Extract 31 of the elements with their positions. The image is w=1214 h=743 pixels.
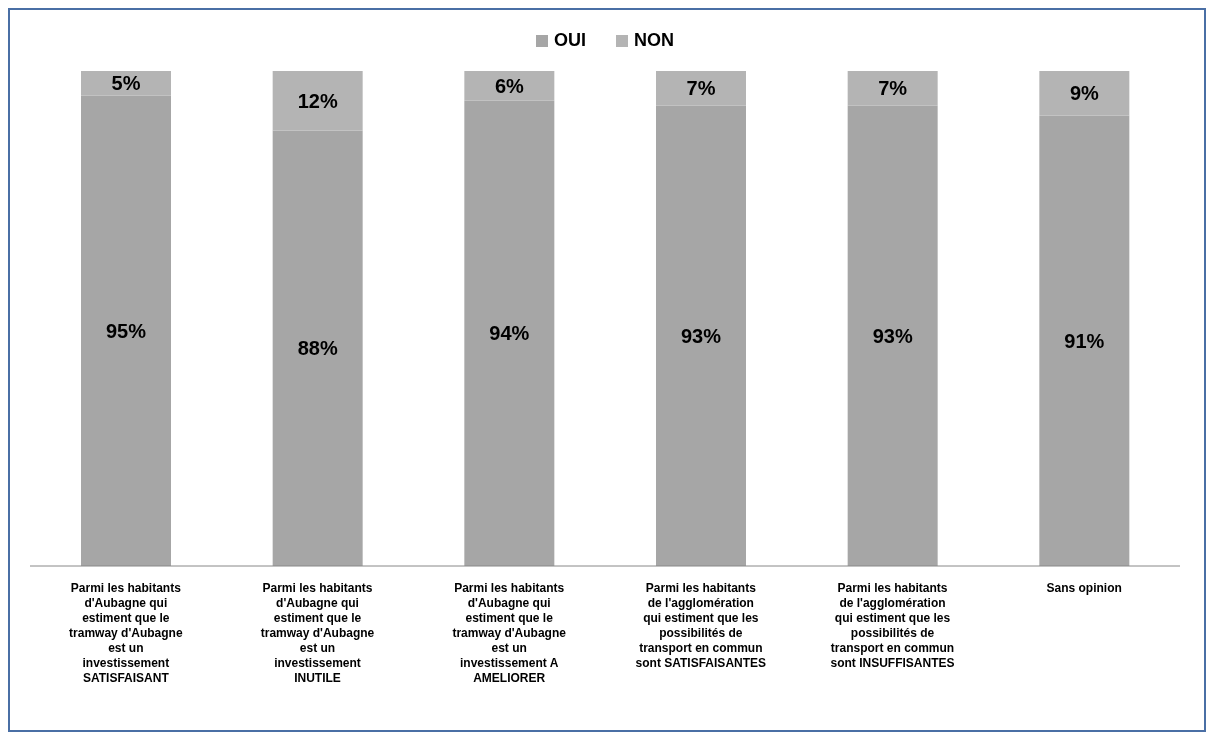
data-label: 6% (494, 74, 524, 97)
data-label: 95% (105, 319, 147, 342)
bar (272, 71, 363, 131)
bar (656, 105, 746, 566)
legend-label: OUI (553, 30, 586, 51)
x-tick-label: Parmi les habitants de l'agglomération qui estiment que les possibilités de transport en commun sont SATISFAISANTES (635, 581, 767, 670)
x-tick-label: Sans opinion (1046, 581, 1122, 595)
data-label: 93% (680, 324, 722, 347)
bar (1039, 71, 1130, 116)
data-label: 91% (1064, 329, 1105, 352)
data-label: 88% (297, 337, 338, 360)
x-tick-label: Parmi les habitants de l'agglomération qui estiment que les possibilités de transport en commun sont INSUFFISANTES (830, 581, 955, 670)
data-label: 12% (297, 89, 338, 112)
data-label: 7% (878, 77, 908, 100)
bar (847, 105, 938, 566)
x-tick-label: Parmi les habitants d'Aubagne qui estiment que le tramway d'Aubagne est un investissement SATISFAISANT (69, 581, 183, 685)
data-label: 94% (489, 322, 530, 345)
bar (272, 130, 363, 566)
bar (81, 95, 171, 566)
bar (1039, 115, 1130, 566)
data-label: 93% (872, 324, 913, 347)
x-tick-label: Parmi les habitants d'Aubagne qui estiment que le tramway d'Aubagne est un investissement A AMELIORER (452, 581, 567, 685)
bar (464, 100, 555, 566)
data-label: 7% (686, 77, 716, 100)
data-label: 9% (1069, 82, 1099, 105)
data-label: 5% (111, 72, 141, 95)
bar (847, 71, 938, 106)
legend-label: NON (633, 30, 674, 51)
x-tick-label: Parmi les habitants d'Aubagne qui estiment que le tramway d'Aubagne est un investissement INUTILE (260, 581, 375, 685)
bar (656, 71, 746, 106)
bar (464, 71, 555, 101)
